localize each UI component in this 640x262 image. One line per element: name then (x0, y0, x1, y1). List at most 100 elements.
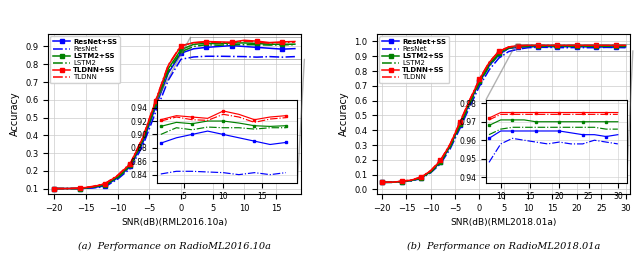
TLDNN (291, 40, 299, 43)
LSTM2+SS (76, 187, 83, 190)
TLDNN (427, 169, 435, 172)
LSTM2 (476, 82, 483, 85)
LSTM2+SS (446, 144, 454, 147)
ResNet (215, 55, 223, 58)
TLDNN (114, 174, 122, 177)
LSTM2+SS (51, 187, 58, 190)
TLDNN (456, 121, 464, 124)
ResNet+SS (253, 46, 260, 49)
TLDNN+SS (534, 43, 541, 47)
ResNet+SS (593, 45, 600, 48)
LSTM2+SS (466, 100, 474, 103)
ResNet+SS (63, 187, 71, 190)
TLDNN (554, 44, 561, 47)
ResNet+SS (152, 105, 159, 108)
LSTM2 (446, 146, 454, 149)
ResNet+SS (408, 179, 415, 182)
TLDNN (51, 187, 58, 190)
Line: LSTM2: LSTM2 (382, 46, 625, 182)
TLDNN+SS (51, 187, 58, 190)
ResNet+SS (215, 45, 223, 48)
Y-axis label: Accuracy: Accuracy (339, 92, 349, 136)
TLDNN (388, 181, 396, 184)
LSTM2+SS (164, 67, 172, 70)
ResNet+SS (114, 176, 122, 179)
TLDNN+SS (228, 41, 236, 44)
ResNet (241, 55, 248, 58)
ResNet (554, 46, 561, 49)
LSTM2+SS (456, 122, 464, 125)
ResNet (563, 46, 571, 49)
ResNet+SS (76, 187, 83, 190)
ResNet (177, 58, 185, 61)
Line: TLDNN+SS: TLDNN+SS (52, 39, 296, 190)
TLDNN+SS (456, 121, 464, 124)
LSTM2+SS (190, 43, 198, 46)
LSTM2+SS (139, 138, 147, 141)
LSTM2 (51, 187, 58, 190)
ResNet (114, 178, 122, 181)
LSTM2 (593, 45, 600, 48)
ResNet (534, 46, 541, 49)
TLDNN (583, 44, 591, 47)
Line: LSTM2+SS: LSTM2+SS (52, 41, 296, 190)
LSTM2 (215, 44, 223, 47)
LSTM2 (563, 45, 571, 48)
LSTM2+SS (241, 41, 248, 45)
ResNet (417, 177, 425, 180)
TLDNN+SS (524, 43, 532, 47)
ResNet (202, 55, 210, 58)
LSTM2 (456, 124, 464, 128)
ResNet (152, 111, 159, 114)
TLDNN+SS (476, 78, 483, 81)
TLDNN (228, 41, 236, 44)
LSTM2+SS (427, 170, 435, 173)
ResNet+SS (466, 101, 474, 105)
LSTM2+SS (397, 180, 405, 183)
TLDNN (485, 61, 493, 64)
ResNet (266, 55, 273, 58)
TLDNN (534, 44, 541, 47)
ResNet+SS (177, 52, 185, 55)
ResNet (515, 48, 522, 51)
LSTM2 (573, 45, 580, 48)
ResNet (436, 162, 444, 165)
ResNet (593, 46, 600, 49)
ResNet (63, 187, 71, 190)
LSTM2 (534, 45, 541, 48)
LSTM2+SS (495, 52, 503, 55)
TLDNN (524, 44, 532, 47)
TLDNN+SS (266, 41, 273, 44)
LSTM2+SS (612, 44, 620, 47)
LSTM2 (397, 180, 405, 183)
TLDNN+SS (573, 43, 580, 47)
ResNet+SS (164, 72, 172, 75)
LSTM2+SS (228, 41, 236, 45)
LSTM2+SS (202, 42, 210, 45)
LSTM2 (602, 45, 610, 48)
LSTM2+SS (602, 44, 610, 47)
LSTM2+SS (253, 42, 260, 45)
ResNet+SS (446, 145, 454, 148)
X-axis label: SNR(dB)(RML2016.10a): SNR(dB)(RML2016.10a) (122, 218, 228, 227)
LSTM2 (101, 184, 109, 187)
ResNet (76, 187, 83, 190)
TLDNN+SS (139, 136, 147, 139)
ResNet+SS (485, 64, 493, 67)
LSTM2 (202, 43, 210, 46)
ResNet+SS (190, 47, 198, 50)
TLDNN+SS (378, 181, 386, 184)
TLDNN+SS (544, 43, 552, 47)
LSTM2+SS (505, 46, 513, 49)
LSTM2 (612, 45, 620, 48)
TLDNN+SS (76, 187, 83, 190)
Text: (a)  Performance on RadioML2016.10a: (a) Performance on RadioML2016.10a (78, 242, 271, 251)
LSTM2 (63, 187, 71, 190)
TLDNN+SS (446, 143, 454, 146)
TLDNN+SS (593, 43, 600, 47)
LSTM2+SS (476, 80, 483, 83)
ResNet+SS (544, 45, 552, 48)
LSTM2 (524, 45, 532, 48)
LSTM2 (466, 103, 474, 106)
TLDNN (215, 41, 223, 44)
